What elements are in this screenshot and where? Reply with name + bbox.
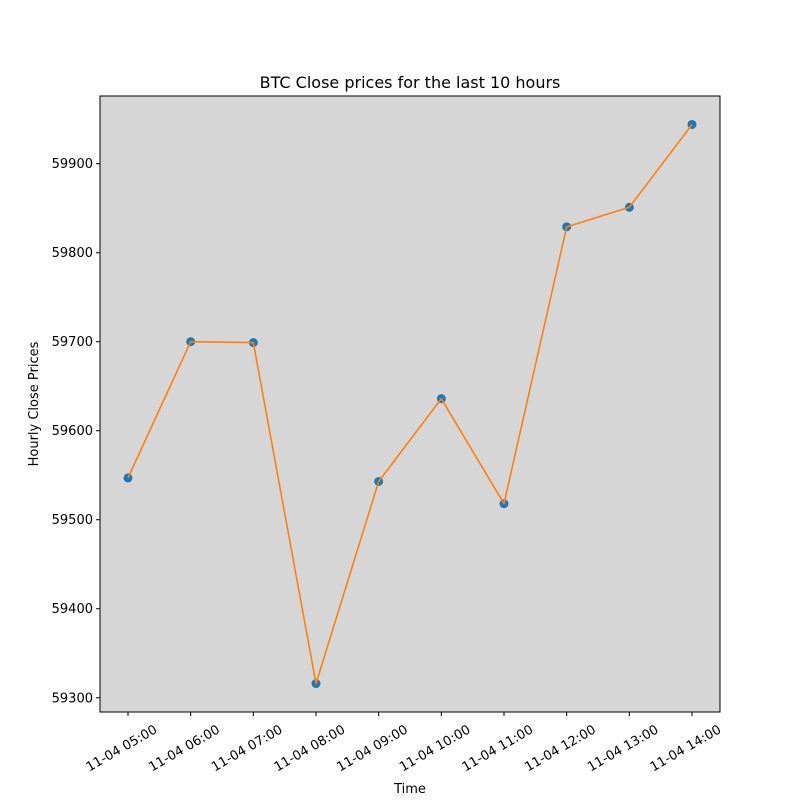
y-tick-label: 59500 <box>52 513 93 528</box>
series-line <box>127 124 693 685</box>
x-axis-label: Time <box>393 782 426 797</box>
plot-frame <box>99 95 721 713</box>
y-tick-label: 59400 <box>52 602 93 617</box>
chart-title: BTC Close prices for the last 10 hours <box>260 73 561 92</box>
y-axis-label: Hourly Close Prices <box>27 341 42 466</box>
y-tick-label: 59700 <box>52 335 93 350</box>
y-tick-label: 59900 <box>52 157 93 172</box>
y-tick-label: 59600 <box>52 424 93 439</box>
plot-area <box>100 96 720 712</box>
series-layer <box>123 119 697 689</box>
y-tick-label: 59300 <box>52 691 93 706</box>
x-tick-label: 11-04 14:00 <box>648 722 724 775</box>
y-tick-label: 59800 <box>52 246 93 261</box>
data-point <box>123 473 133 483</box>
